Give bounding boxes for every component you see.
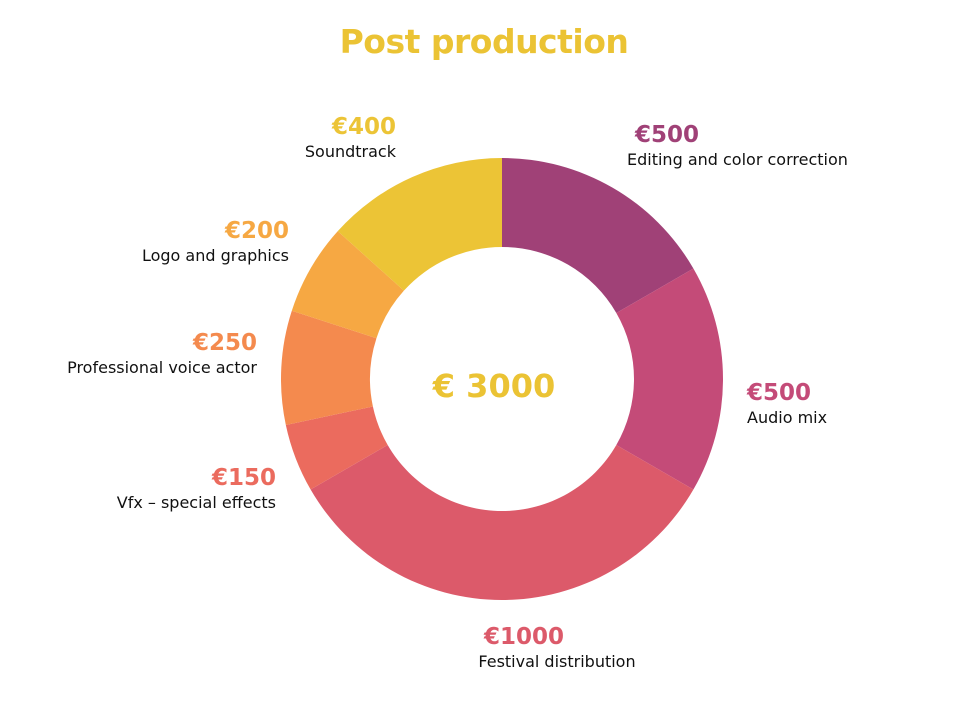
chart-title: Post production <box>339 22 629 61</box>
slice-festival-distribution <box>310 445 694 600</box>
slice-audio-mix <box>616 268 723 490</box>
slice-name-label: Festival distribution <box>478 652 636 671</box>
slice-value-label: €500 <box>747 380 812 406</box>
slice-logo-and-graphics <box>291 231 404 339</box>
slice-value-label: €400 <box>331 114 396 140</box>
slice-label-6: €400 Soundtrack <box>305 113 396 163</box>
center-total-label: € 3000 <box>432 367 555 405</box>
slice-name-label: Professional voice actor <box>67 358 257 377</box>
slice-professional-voice-actor <box>281 310 377 425</box>
slice-value-label: €1000 <box>484 624 565 650</box>
slice-value-label: €150 <box>211 465 276 491</box>
slice-label-5: €200 Logo and graphics <box>142 217 289 267</box>
donut-slices <box>281 158 723 600</box>
slice-name-label: Editing and color correction <box>627 150 848 169</box>
slice-name-label: Soundtrack <box>304 142 396 161</box>
slice-label-3: €150 Vfx – special effects <box>117 464 276 514</box>
slice-value-label: €250 <box>192 330 257 356</box>
slice-label-1: €500 Audio mix <box>747 379 827 429</box>
slice-name-label: Logo and graphics <box>141 246 289 265</box>
slice-name-label: Audio mix <box>747 408 828 427</box>
slice-label-4: €250 Professional voice actor <box>67 329 257 379</box>
slice-value-label: €200 <box>224 218 289 244</box>
slice-vfx-special-effects <box>285 406 388 490</box>
slice-editing-and-color-correction <box>502 158 694 313</box>
slice-label-0: €500 Editing and color correction <box>627 121 848 171</box>
slice-value-label: €500 <box>635 122 700 148</box>
slice-name-label: Vfx – special effects <box>116 493 276 512</box>
slice-label-2: €1000 Festival distribution <box>457 623 657 673</box>
slice-soundtrack <box>337 158 502 291</box>
